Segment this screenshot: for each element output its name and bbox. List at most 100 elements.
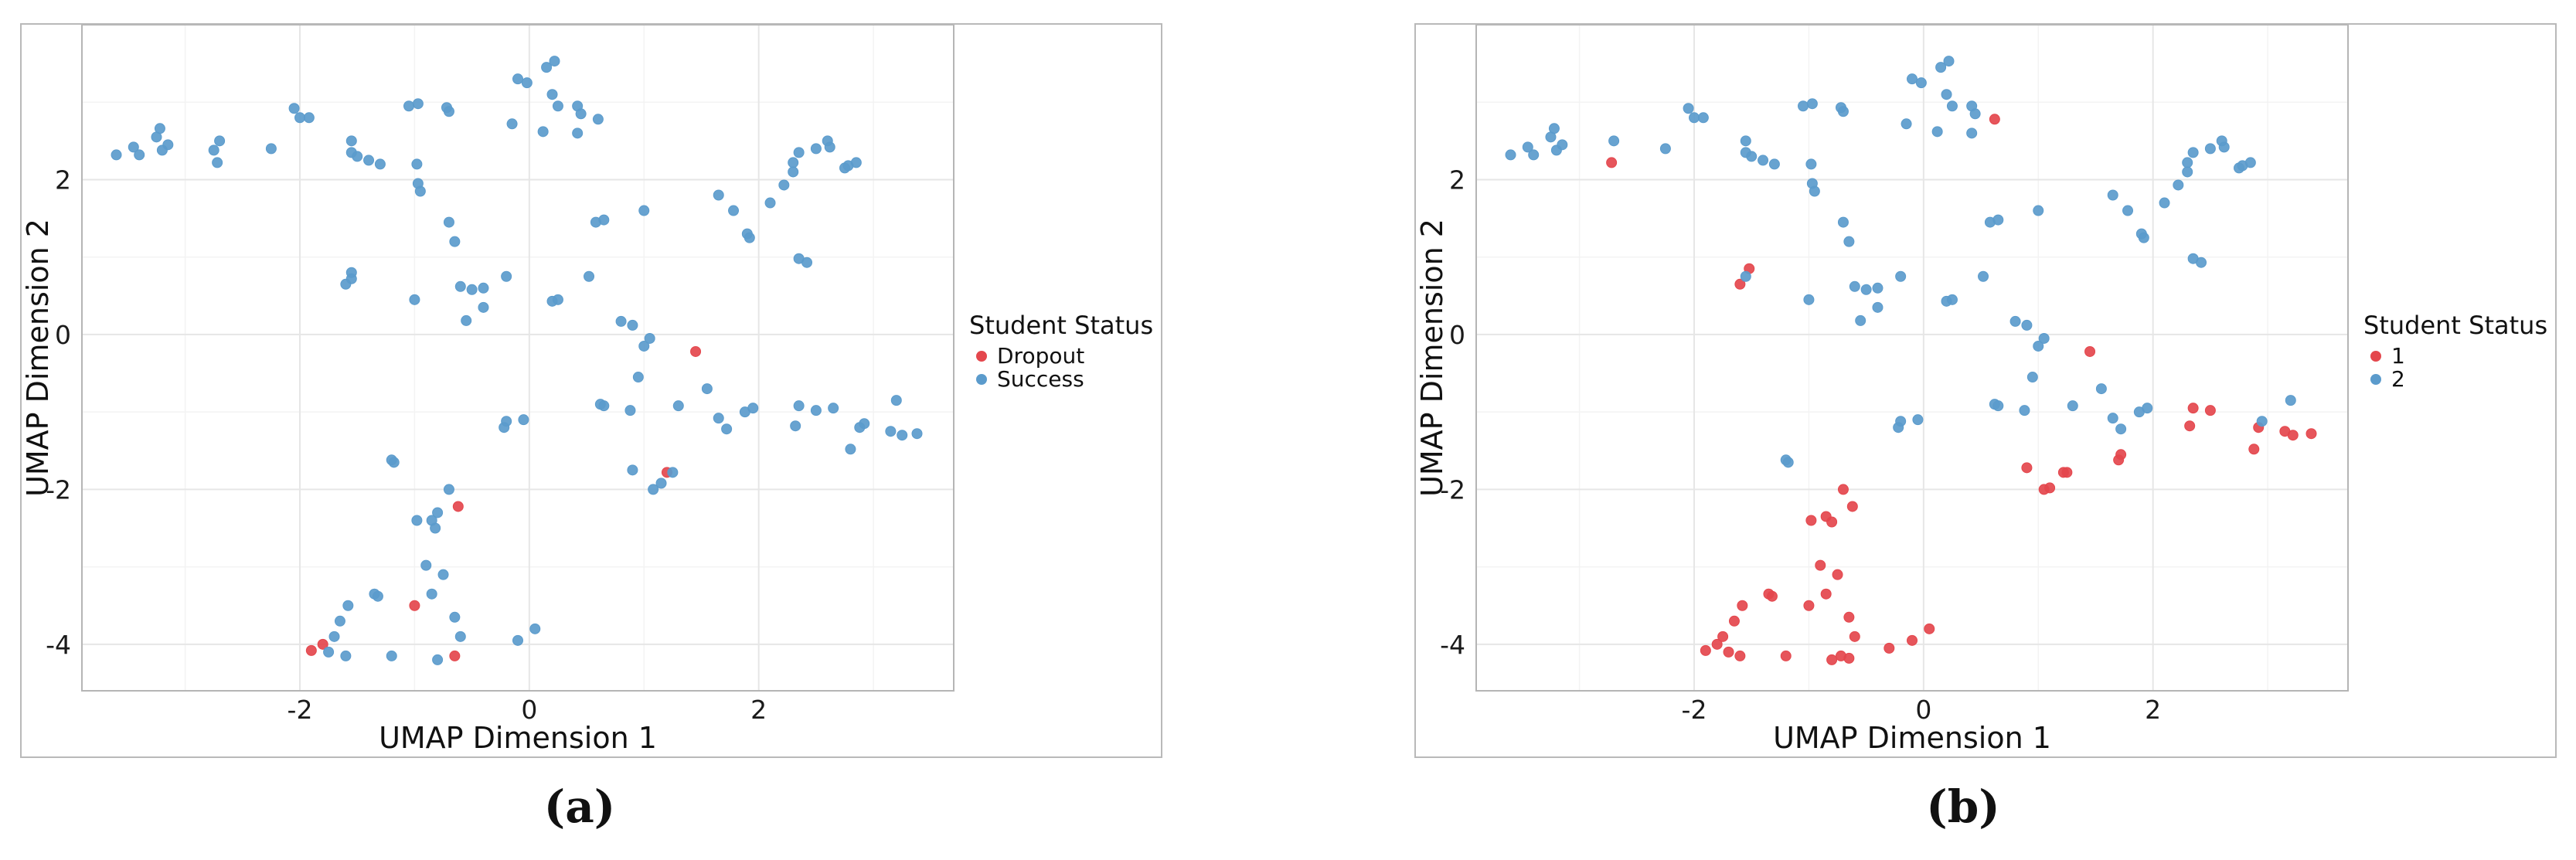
x-axis-title: UMAP Dimension 1	[379, 721, 657, 755]
data-point	[1941, 89, 1952, 100]
data-point	[1548, 123, 1560, 134]
data-point	[1884, 642, 1895, 654]
data-point	[2305, 428, 2317, 440]
data-point	[1826, 654, 1838, 665]
data-point	[1700, 644, 1711, 656]
data-point	[788, 166, 799, 178]
legend-key	[976, 351, 987, 362]
data-point	[1992, 400, 2004, 412]
data-point	[208, 144, 219, 156]
data-point	[449, 650, 461, 661]
data-point	[638, 340, 650, 352]
data-point	[2159, 197, 2170, 209]
data-point	[1849, 631, 1860, 642]
data-point	[1557, 139, 1568, 151]
data-point	[575, 108, 587, 120]
data-point	[1728, 615, 1740, 627]
data-point	[340, 278, 352, 290]
data-point	[1659, 143, 1671, 155]
data-point	[747, 403, 759, 414]
data-point	[1697, 112, 1709, 124]
data-point	[214, 135, 226, 147]
data-point	[1608, 135, 1620, 147]
data-point	[317, 638, 328, 650]
data-point	[2256, 416, 2268, 427]
legend-title: Student Status	[969, 311, 1153, 340]
data-point	[1901, 118, 1912, 130]
data-point	[1943, 56, 1955, 67]
data-point	[2244, 157, 2256, 168]
data-point	[478, 301, 489, 313]
data-point	[1893, 422, 1904, 433]
data-point	[372, 590, 383, 602]
data-point	[537, 126, 549, 138]
data-point	[584, 270, 595, 282]
data-point	[824, 141, 835, 153]
data-point	[1966, 127, 1978, 139]
legend-label: Dropout	[997, 343, 1084, 369]
y-tick-label: 2	[1449, 165, 1465, 195]
data-point	[598, 214, 610, 226]
data-point	[2173, 179, 2184, 191]
data-point	[1737, 600, 1748, 611]
data-point	[1935, 62, 1947, 73]
data-point	[1805, 515, 1817, 526]
data-point	[644, 332, 655, 344]
data-point	[1768, 158, 1780, 170]
data-point	[334, 615, 345, 627]
data-point	[701, 383, 713, 395]
data-point	[1711, 638, 1723, 650]
x-tick-label: -2	[1682, 695, 1707, 725]
data-point	[1992, 214, 2004, 226]
data-point	[2187, 147, 2199, 158]
data-point	[728, 205, 740, 216]
data-point	[128, 141, 139, 153]
data-point	[1837, 484, 1849, 495]
data-point	[529, 623, 541, 634]
data-point	[690, 345, 702, 357]
data-point	[521, 77, 533, 89]
series-points	[305, 345, 702, 661]
data-point	[859, 418, 870, 430]
data-point	[1946, 294, 1958, 305]
data-point	[426, 588, 437, 600]
data-point	[638, 205, 650, 216]
data-point	[1860, 284, 1872, 295]
chart-panel-a: -2 0 2 -4 -2 0 2 UMAP Dimension 1 UMAP Dimension…	[20, 23, 1162, 758]
data-point	[1969, 108, 1981, 120]
data-point	[655, 478, 667, 489]
data-point	[374, 158, 386, 170]
data-point	[1826, 516, 1838, 528]
data-point	[432, 507, 444, 518]
data-point	[2115, 423, 2127, 435]
data-point	[2038, 484, 2050, 495]
data-point	[1837, 216, 1849, 228]
data-point	[352, 151, 363, 162]
legend-key	[976, 374, 987, 385]
data-point	[342, 600, 354, 611]
data-point	[1872, 282, 1884, 294]
data-point	[1766, 590, 1778, 602]
data-point	[2084, 345, 2096, 357]
data-point	[2287, 430, 2299, 441]
data-point	[1872, 301, 1884, 313]
data-point	[411, 515, 423, 526]
x-tick-label: 2	[750, 695, 767, 725]
data-point	[1740, 135, 1751, 147]
data-point	[788, 157, 799, 168]
data-point	[111, 149, 122, 161]
data-point	[552, 100, 563, 112]
data-point	[1907, 73, 1918, 85]
data-point	[409, 294, 420, 305]
data-point	[1846, 501, 1858, 512]
data-point	[1740, 270, 1751, 282]
data-point	[303, 112, 315, 124]
chart-panel-b: -2 0 2 -4 -2 0 2 UMAP Dimension 1 UMAP Dimension…	[1414, 23, 2557, 758]
data-point	[265, 143, 277, 155]
y-tick-label: -4	[46, 630, 71, 660]
data-point	[1978, 270, 1989, 282]
data-point	[2285, 395, 2296, 406]
data-point	[1924, 623, 1935, 634]
data-point	[1723, 646, 1734, 658]
x-tick-label: 0	[521, 695, 537, 725]
